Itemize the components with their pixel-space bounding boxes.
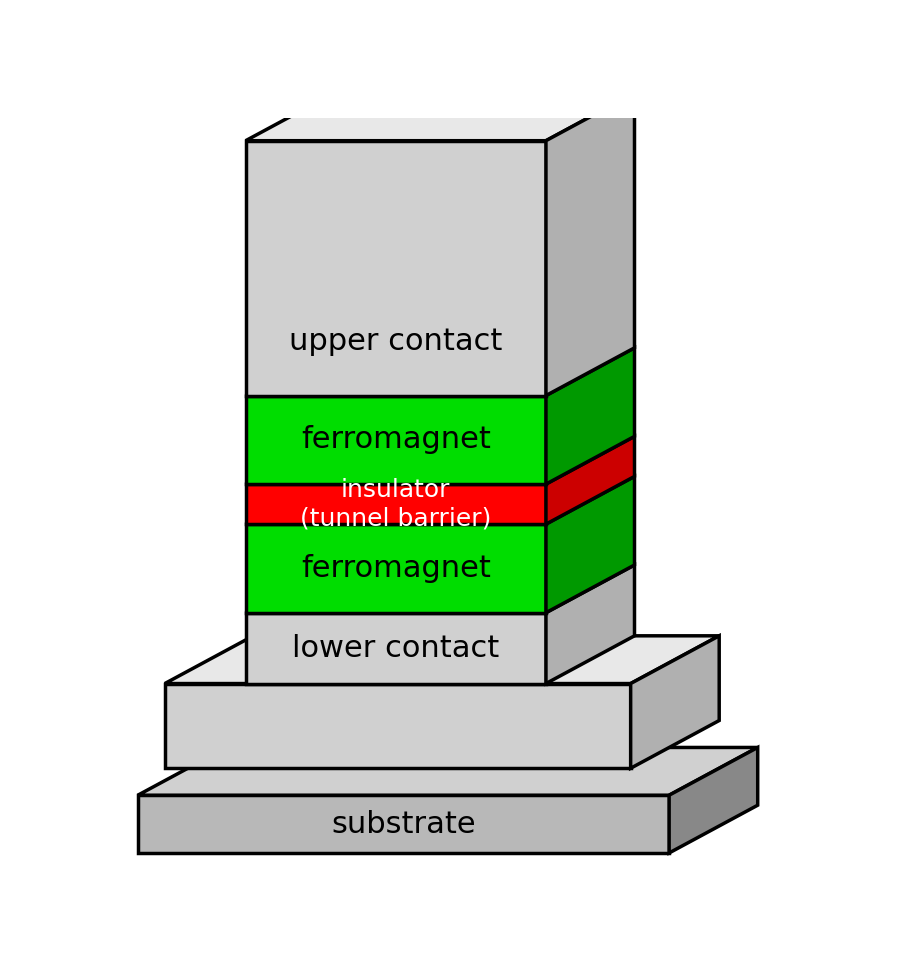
Polygon shape (631, 636, 719, 768)
Text: ferromagnet: ferromagnet (301, 425, 490, 455)
Polygon shape (246, 436, 634, 484)
Text: ferromagnet: ferromagnet (301, 554, 490, 583)
Polygon shape (246, 348, 634, 396)
Polygon shape (546, 436, 634, 524)
Polygon shape (165, 684, 631, 768)
Polygon shape (246, 484, 546, 524)
Text: insulator
(tunnel barrier): insulator (tunnel barrier) (300, 478, 491, 530)
Polygon shape (165, 636, 719, 684)
Polygon shape (546, 476, 634, 612)
Polygon shape (670, 748, 758, 853)
Polygon shape (246, 476, 634, 524)
Text: upper contact: upper contact (289, 327, 502, 356)
Polygon shape (138, 795, 670, 853)
Polygon shape (138, 748, 758, 795)
Polygon shape (246, 141, 546, 396)
Text: lower contact: lower contact (292, 634, 500, 662)
Polygon shape (546, 564, 634, 684)
Polygon shape (246, 612, 546, 684)
Polygon shape (246, 396, 546, 484)
Polygon shape (246, 524, 546, 612)
Text: substrate: substrate (331, 809, 476, 839)
Polygon shape (546, 93, 634, 396)
Polygon shape (246, 564, 634, 612)
Polygon shape (546, 348, 634, 484)
Polygon shape (246, 93, 634, 141)
